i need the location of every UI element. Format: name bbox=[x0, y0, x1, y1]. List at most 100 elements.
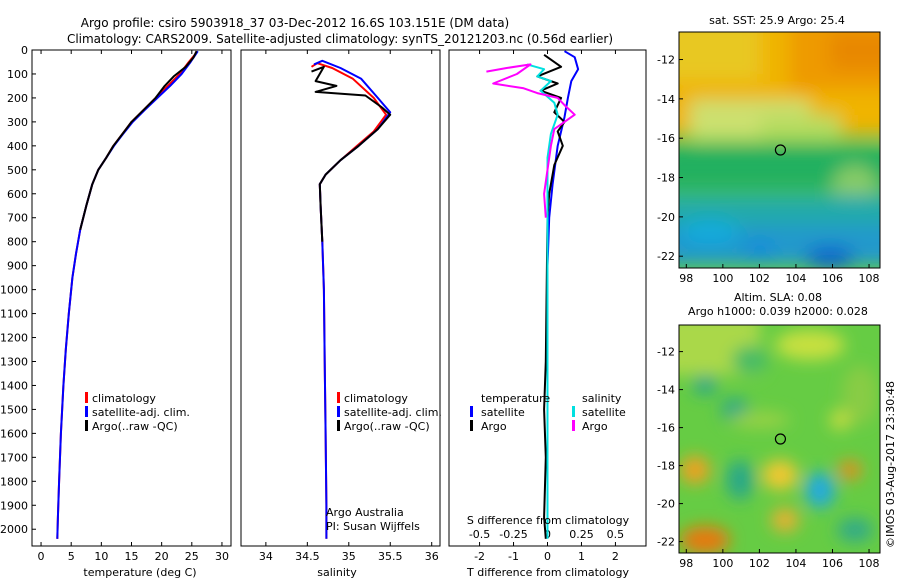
difference-panel: -2 -1 0 1 2-0.5 -0.25 0 0.25 0.5 S difference fr… bbox=[448, 49, 647, 579]
series-line-argo-raw-qc- bbox=[79, 50, 198, 230]
legend-label: satellite-adj. clim. bbox=[92, 406, 190, 419]
x-tick-label: 1 bbox=[578, 550, 585, 563]
legend-label: climatology bbox=[344, 392, 408, 405]
sst-map: sat. SST: 25.9 Argo: 25.4 98 100 102 104 106… bbox=[657, 14, 881, 285]
legend-swatch-temp-satellite bbox=[470, 406, 473, 417]
depth-tick-label: 300 bbox=[7, 116, 28, 129]
imos-timestamp: ©IMOS 03-Aug-2017 23:30:48 bbox=[884, 381, 897, 548]
legend-swatch-sal-argo bbox=[572, 420, 575, 431]
s-difference-xlabel: S difference from climatology bbox=[467, 514, 630, 527]
map-x-tick-label: 106 bbox=[822, 557, 843, 570]
s-tick-label: 0.25 bbox=[569, 528, 594, 541]
map-x-tick-label: 102 bbox=[749, 557, 770, 570]
legend-swatch-sal-satellite bbox=[572, 406, 575, 417]
sla-map-frame bbox=[678, 324, 881, 554]
depth-tick-label: 1500 bbox=[0, 403, 28, 416]
map-x-tick-label: 100 bbox=[712, 557, 733, 570]
x-tick-label: 25 bbox=[185, 550, 199, 563]
depth-tick-label: 200 bbox=[7, 92, 28, 105]
legend-label: Argo(..raw -QC) bbox=[344, 420, 430, 433]
map-y-tick-label: -18 bbox=[657, 172, 675, 185]
depth-tick-label: 1100 bbox=[0, 308, 28, 321]
x-tick-label: 15 bbox=[125, 550, 139, 563]
x-tick-label: -1 bbox=[508, 550, 519, 563]
temperature-xlabel: temperature (deg C) bbox=[83, 566, 196, 579]
series-line-temperature-argo bbox=[536, 53, 566, 539]
t-difference-xlabel: T difference from climatology bbox=[466, 566, 629, 579]
depth-tick-label: 1600 bbox=[0, 427, 28, 440]
map-x-tick-label: 106 bbox=[822, 272, 843, 285]
pi-label: PI: Susan Wijffels bbox=[326, 520, 420, 533]
legend-swatch-climatology bbox=[337, 392, 340, 403]
map-y-tick-label: -22 bbox=[657, 536, 675, 549]
x-tick-label: 34 bbox=[259, 550, 273, 563]
x-tick-label: 35.5 bbox=[378, 550, 403, 563]
sst-field bbox=[679, 32, 880, 268]
depth-tick-label: 1300 bbox=[0, 355, 28, 368]
legend-swatch-satellite bbox=[337, 406, 340, 417]
sla-map-title: Altim. SLA: 0.08 bbox=[734, 291, 822, 304]
argo-location-marker bbox=[774, 144, 787, 156]
legend-label: satellite bbox=[582, 406, 626, 419]
map-y-tick-label: -20 bbox=[657, 211, 675, 224]
x-tick-label: 34.5 bbox=[295, 550, 320, 563]
legend-label: Argo(..raw -QC) bbox=[92, 420, 178, 433]
map-y-tick-label: -22 bbox=[657, 250, 675, 263]
legend-label: satellite-adj. clim. bbox=[344, 406, 442, 419]
depth-tick-label: 500 bbox=[7, 164, 28, 177]
depth-tick-label: 0 bbox=[21, 44, 28, 57]
s-tick-label: -0.25 bbox=[499, 528, 527, 541]
depth-tick-label: 1400 bbox=[0, 379, 28, 392]
sst-map-title: sat. SST: 25.9 Argo: 25.4 bbox=[709, 14, 845, 27]
depth-tick-label: 2000 bbox=[0, 523, 28, 536]
salinity-panel: 34 34.5 35 35.5 36 salinity climatology sate… bbox=[240, 49, 442, 579]
sla-map: Altim. SLA: 0.08 Argo h1000: 0.039 h2000… bbox=[657, 291, 881, 570]
depth-tick-label: 800 bbox=[7, 236, 28, 249]
map-y-tick-label: -20 bbox=[657, 498, 675, 511]
legend-swatch-argo bbox=[85, 420, 88, 431]
difference-legend: temperature satellite Argo salinity sate… bbox=[470, 392, 626, 433]
map-y-tick-label: -12 bbox=[657, 54, 675, 67]
s-tick-label: 0.5 bbox=[607, 528, 625, 541]
header-line2: Climatology: CARS2009. Satellite-adjuste… bbox=[67, 32, 613, 46]
depth-tick-label: 1700 bbox=[0, 451, 28, 464]
x-tick-label: 5 bbox=[68, 550, 75, 563]
sla-map-subtitle: Argo h1000: 0.039 h2000: 0.028 bbox=[688, 305, 868, 318]
sst-map-frame bbox=[678, 31, 881, 269]
map-y-tick-label: -18 bbox=[657, 460, 675, 473]
map-y-tick-label: -16 bbox=[657, 132, 675, 145]
series-line-climatology bbox=[310, 62, 388, 539]
depth-tick-label: 900 bbox=[7, 260, 28, 273]
series-line-salinity-satellite bbox=[526, 63, 559, 539]
depth-tick-label: 700 bbox=[7, 212, 28, 225]
x-tick-label: 20 bbox=[155, 550, 169, 563]
x-tick-label: 30 bbox=[215, 550, 229, 563]
salinity-legend: climatology satellite-adj. clim. Argo(..… bbox=[337, 392, 442, 433]
salinity-xlabel: salinity bbox=[317, 566, 357, 579]
depth-tick-label: 1800 bbox=[0, 475, 28, 488]
series-line-salinity-argo bbox=[486, 63, 576, 218]
legend-label: climatology bbox=[92, 392, 156, 405]
map-x-tick-label: 104 bbox=[785, 557, 806, 570]
depth-tick-label: 100 bbox=[7, 68, 28, 81]
legend-title-temperature: temperature bbox=[481, 392, 550, 405]
series-line-temperature-satellite bbox=[546, 50, 580, 266]
header-line1: Argo profile: csiro 5903918_37 03-Dec-20… bbox=[81, 16, 509, 30]
map-y-tick-label: -14 bbox=[657, 384, 675, 397]
temperature-legend: climatology satellite-adj. clim. Argo(..… bbox=[85, 392, 190, 433]
x-tick-label: 0 bbox=[544, 550, 551, 563]
argo-australia-label: Argo Australia bbox=[326, 506, 404, 519]
depth-tick-label: 1200 bbox=[0, 332, 28, 345]
legend-swatch-argo bbox=[337, 420, 340, 431]
temperature-panel: 0100200300400500600700800900100011001200… bbox=[0, 44, 232, 579]
map-x-tick-label: 98 bbox=[679, 557, 693, 570]
map-x-tick-label: 108 bbox=[859, 557, 880, 570]
map-y-tick-label: -12 bbox=[657, 346, 675, 359]
legend-title-salinity: salinity bbox=[582, 392, 622, 405]
series-line-climatology bbox=[56, 50, 198, 539]
s-tick-label: -0.5 bbox=[469, 528, 490, 541]
map-y-tick-label: -16 bbox=[657, 422, 675, 435]
argo-location-marker bbox=[774, 433, 787, 445]
map-x-tick-label: 104 bbox=[785, 272, 806, 285]
legend-swatch-climatology bbox=[85, 392, 88, 403]
